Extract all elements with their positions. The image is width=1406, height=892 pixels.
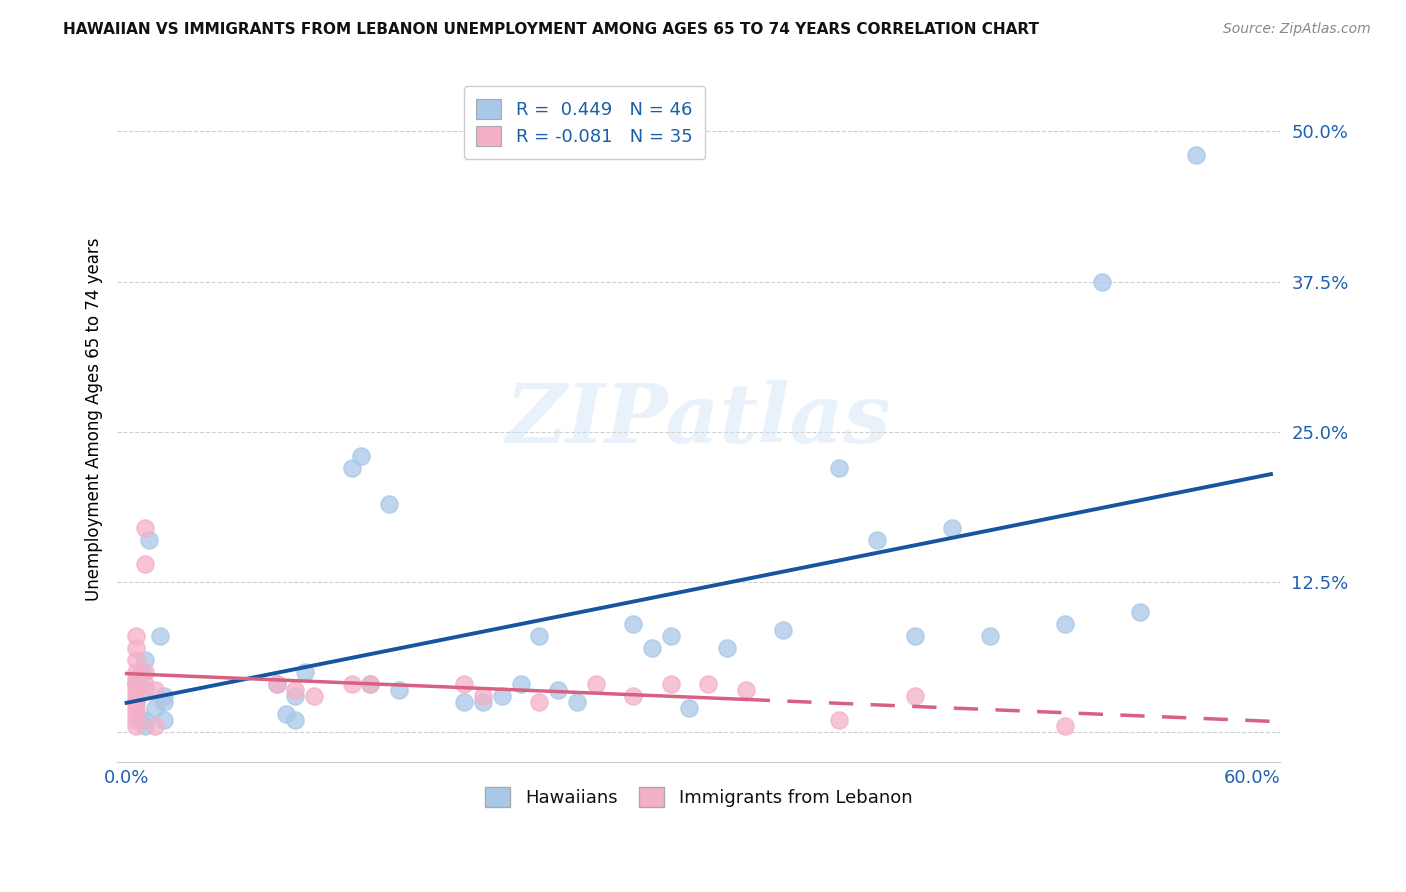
Point [143, 700, 166, 714]
Point [125, 682, 148, 697]
Point [134, 677, 156, 691]
Point [153, 695, 176, 709]
Point [138, 533, 160, 547]
Point [659, 629, 682, 643]
Point [1053, 719, 1076, 733]
Point [125, 689, 148, 703]
Point [941, 521, 963, 535]
Point [266, 677, 288, 691]
Point [128, 713, 150, 727]
Point [509, 677, 531, 691]
Point [340, 677, 363, 691]
Point [125, 671, 148, 685]
Point [294, 665, 316, 679]
Point [284, 682, 307, 697]
Point [359, 677, 381, 691]
Point [1129, 605, 1152, 619]
Point [585, 677, 607, 691]
Point [621, 616, 644, 631]
Point [125, 653, 148, 667]
Point [153, 689, 176, 703]
Point [1091, 275, 1114, 289]
Point [125, 695, 148, 709]
Point [866, 533, 889, 547]
Point [378, 497, 401, 511]
Point [659, 677, 682, 691]
Text: Source: ZipAtlas.com: Source: ZipAtlas.com [1223, 22, 1371, 37]
Point [143, 682, 166, 697]
Point [125, 677, 148, 691]
Point [149, 629, 172, 643]
Point [302, 689, 325, 703]
Point [125, 706, 148, 721]
Point [359, 677, 381, 691]
Point [153, 713, 176, 727]
Point [125, 629, 148, 643]
Point [134, 521, 156, 535]
Point [772, 623, 794, 637]
Point [453, 677, 475, 691]
Legend: Hawaiians, Immigrants from Lebanon: Hawaiians, Immigrants from Lebanon [478, 780, 920, 814]
Point [903, 689, 925, 703]
Point [134, 719, 156, 733]
Point [266, 677, 288, 691]
Point [641, 640, 664, 655]
Point [143, 719, 166, 733]
Point [274, 706, 297, 721]
Point [565, 695, 588, 709]
Point [125, 700, 148, 714]
Point [472, 695, 495, 709]
Point [678, 700, 700, 714]
Point [284, 713, 307, 727]
Point [621, 689, 644, 703]
Point [716, 640, 738, 655]
Point [734, 682, 756, 697]
Point [828, 460, 851, 475]
Point [125, 640, 148, 655]
Point [547, 682, 569, 697]
Point [125, 713, 148, 727]
Point [1185, 148, 1208, 162]
Y-axis label: Unemployment Among Ages 65 to 74 years: Unemployment Among Ages 65 to 74 years [86, 238, 103, 601]
Text: ZIPatlas: ZIPatlas [506, 380, 891, 459]
Point [529, 695, 551, 709]
Point [125, 695, 148, 709]
Point [134, 557, 156, 571]
Point [979, 629, 1001, 643]
Point [125, 677, 148, 691]
Text: HAWAIIAN VS IMMIGRANTS FROM LEBANON UNEMPLOYMENT AMONG AGES 65 TO 74 YEARS CORRE: HAWAIIAN VS IMMIGRANTS FROM LEBANON UNEM… [63, 22, 1039, 37]
Point [697, 677, 720, 691]
Point [453, 695, 475, 709]
Point [387, 682, 409, 697]
Point [125, 665, 148, 679]
Point [903, 629, 925, 643]
Point [134, 665, 156, 679]
Point [340, 460, 363, 475]
Point [529, 629, 551, 643]
Point [134, 713, 156, 727]
Point [125, 719, 148, 733]
Point [134, 653, 156, 667]
Point [350, 449, 373, 463]
Point [131, 665, 153, 679]
Point [134, 682, 156, 697]
Point [491, 689, 513, 703]
Point [1053, 616, 1076, 631]
Point [284, 689, 307, 703]
Point [828, 713, 851, 727]
Point [472, 689, 495, 703]
